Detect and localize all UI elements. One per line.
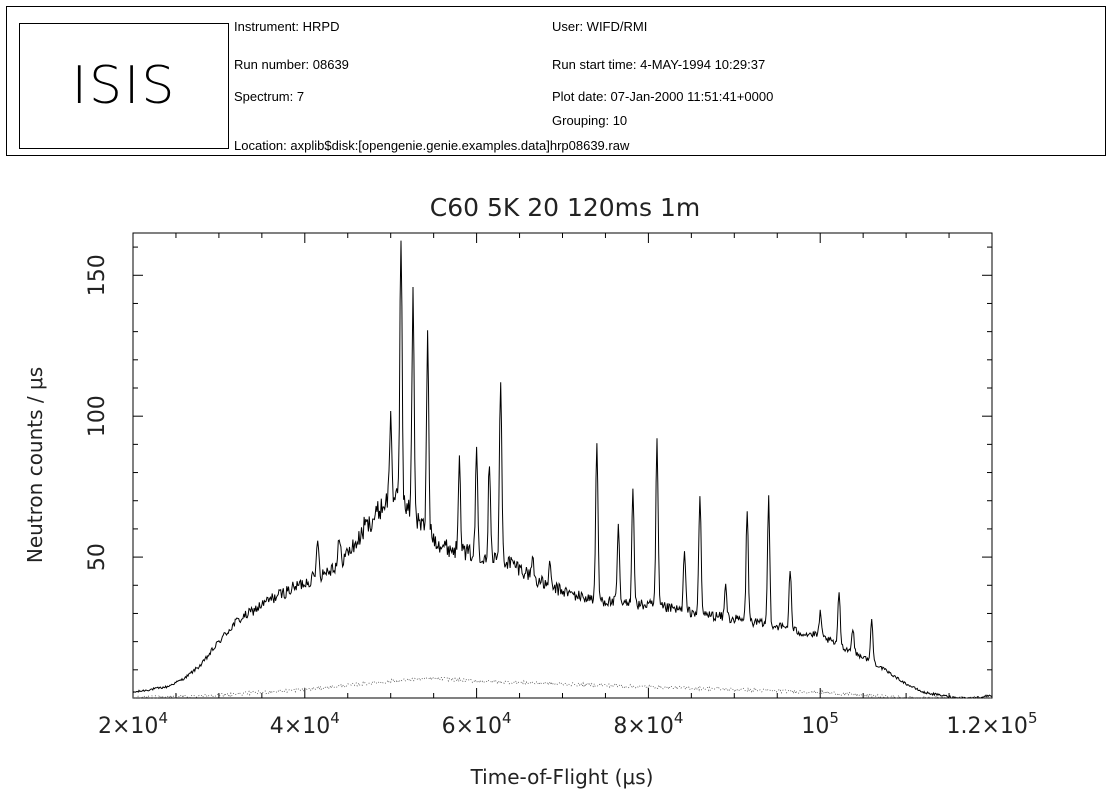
- x-tick-label: 6×104: [442, 709, 512, 739]
- x-tick-labels: 2×104 4×104 6×104 8×104 105 1.2×105: [98, 709, 1037, 739]
- plot-frame: [132, 232, 993, 699]
- series-line-main: [132, 240, 993, 699]
- axis-ticks: [132, 233, 993, 698]
- series-layer: [132, 240, 993, 700]
- y-axis-label: Neutron counts / μs: [23, 367, 47, 563]
- header-panel: ISIS Instrument: HRPD Run number: 08639 …: [6, 6, 1106, 156]
- y-tick-label: 50: [85, 543, 110, 571]
- plot-date-label: Plot date: 07-Jan-2000 11:51:41+0000: [552, 89, 774, 104]
- x-tick-label: 8×104: [613, 709, 683, 739]
- grouping-label: Grouping: 10: [552, 113, 628, 128]
- x-tick-label: 1.2×105: [947, 709, 1038, 739]
- y-tick-label: 100: [85, 395, 110, 437]
- y-tick-labels: 50 100 150: [85, 254, 110, 571]
- x-tick-label: 2×104: [98, 709, 168, 739]
- series-line-background: [132, 676, 993, 700]
- spectrum-label: Spectrum: 7: [234, 89, 305, 104]
- run-number-label: Run number: 08639: [234, 57, 349, 72]
- chart-title: C60 5K 20 120ms 1m: [430, 193, 701, 222]
- logo: ISIS: [19, 23, 229, 149]
- x-axis-label: Time-of-Flight (μs): [470, 765, 654, 789]
- logo-text: ISIS: [71, 56, 177, 116]
- x-tick-label: 105: [801, 709, 839, 739]
- run-start-label: Run start time: 4-MAY-1994 10:29:37: [552, 57, 766, 72]
- y-tick-label: 150: [85, 254, 110, 296]
- location-label: Location: axplib$disk:[opengenie.genie.e…: [234, 138, 630, 153]
- x-tick-label: 4×104: [270, 709, 340, 739]
- user-label: User: WIFD/RMI: [552, 19, 648, 34]
- instrument-label: Instrument: HRPD: [234, 19, 340, 34]
